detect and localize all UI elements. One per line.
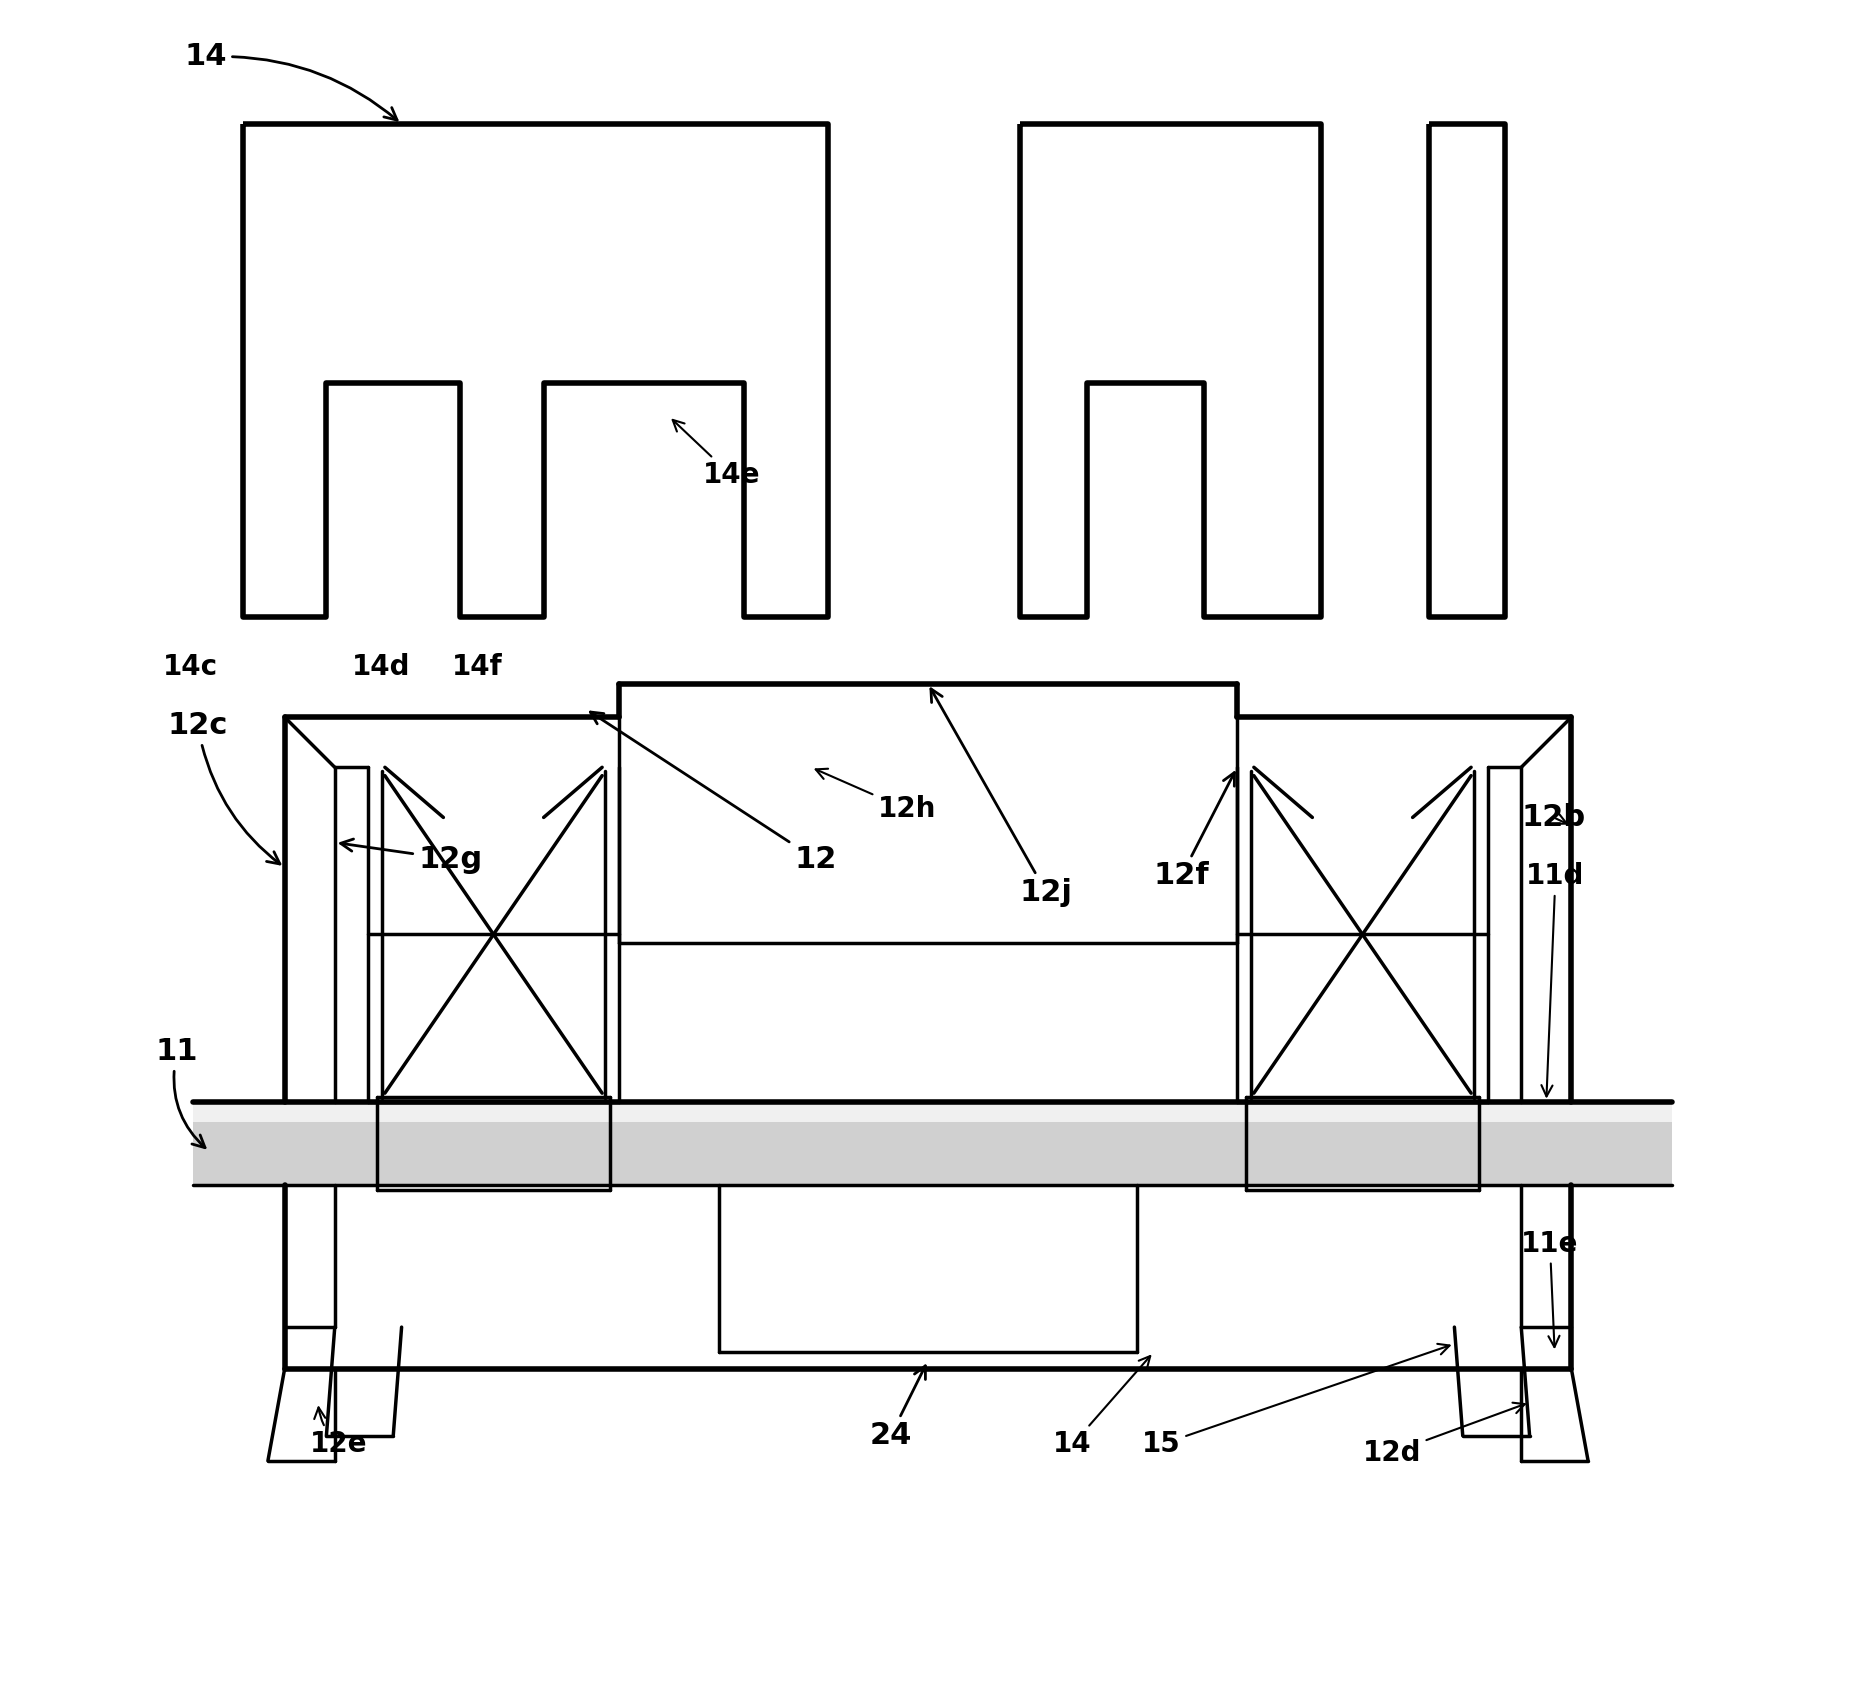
Text: 14: 14 bbox=[1054, 1356, 1150, 1459]
Text: 12c: 12c bbox=[167, 711, 280, 864]
Text: 12h: 12h bbox=[814, 768, 935, 824]
Bar bbox=[193, 1102, 1671, 1185]
Text: 14f: 14f bbox=[451, 654, 503, 681]
Text: 12d: 12d bbox=[1362, 1402, 1525, 1468]
Text: 12: 12 bbox=[590, 713, 837, 873]
Text: 12e: 12e bbox=[310, 1407, 367, 1459]
Text: 14e: 14e bbox=[672, 420, 759, 489]
Text: 12b: 12b bbox=[1521, 802, 1584, 832]
Text: 14c: 14c bbox=[163, 654, 217, 681]
Text: 11: 11 bbox=[156, 1036, 204, 1147]
Text: 12g: 12g bbox=[341, 839, 482, 873]
Text: 12j: 12j bbox=[931, 689, 1072, 907]
Text: 15: 15 bbox=[1141, 1345, 1449, 1459]
Text: 14d: 14d bbox=[351, 654, 410, 681]
Text: 11d: 11d bbox=[1525, 863, 1584, 1097]
Text: 11e: 11e bbox=[1521, 1230, 1579, 1346]
Text: 12f: 12f bbox=[1154, 772, 1234, 890]
Text: 14: 14 bbox=[184, 42, 397, 120]
Bar bbox=[193, 1102, 1671, 1122]
Text: 24: 24 bbox=[868, 1367, 926, 1451]
